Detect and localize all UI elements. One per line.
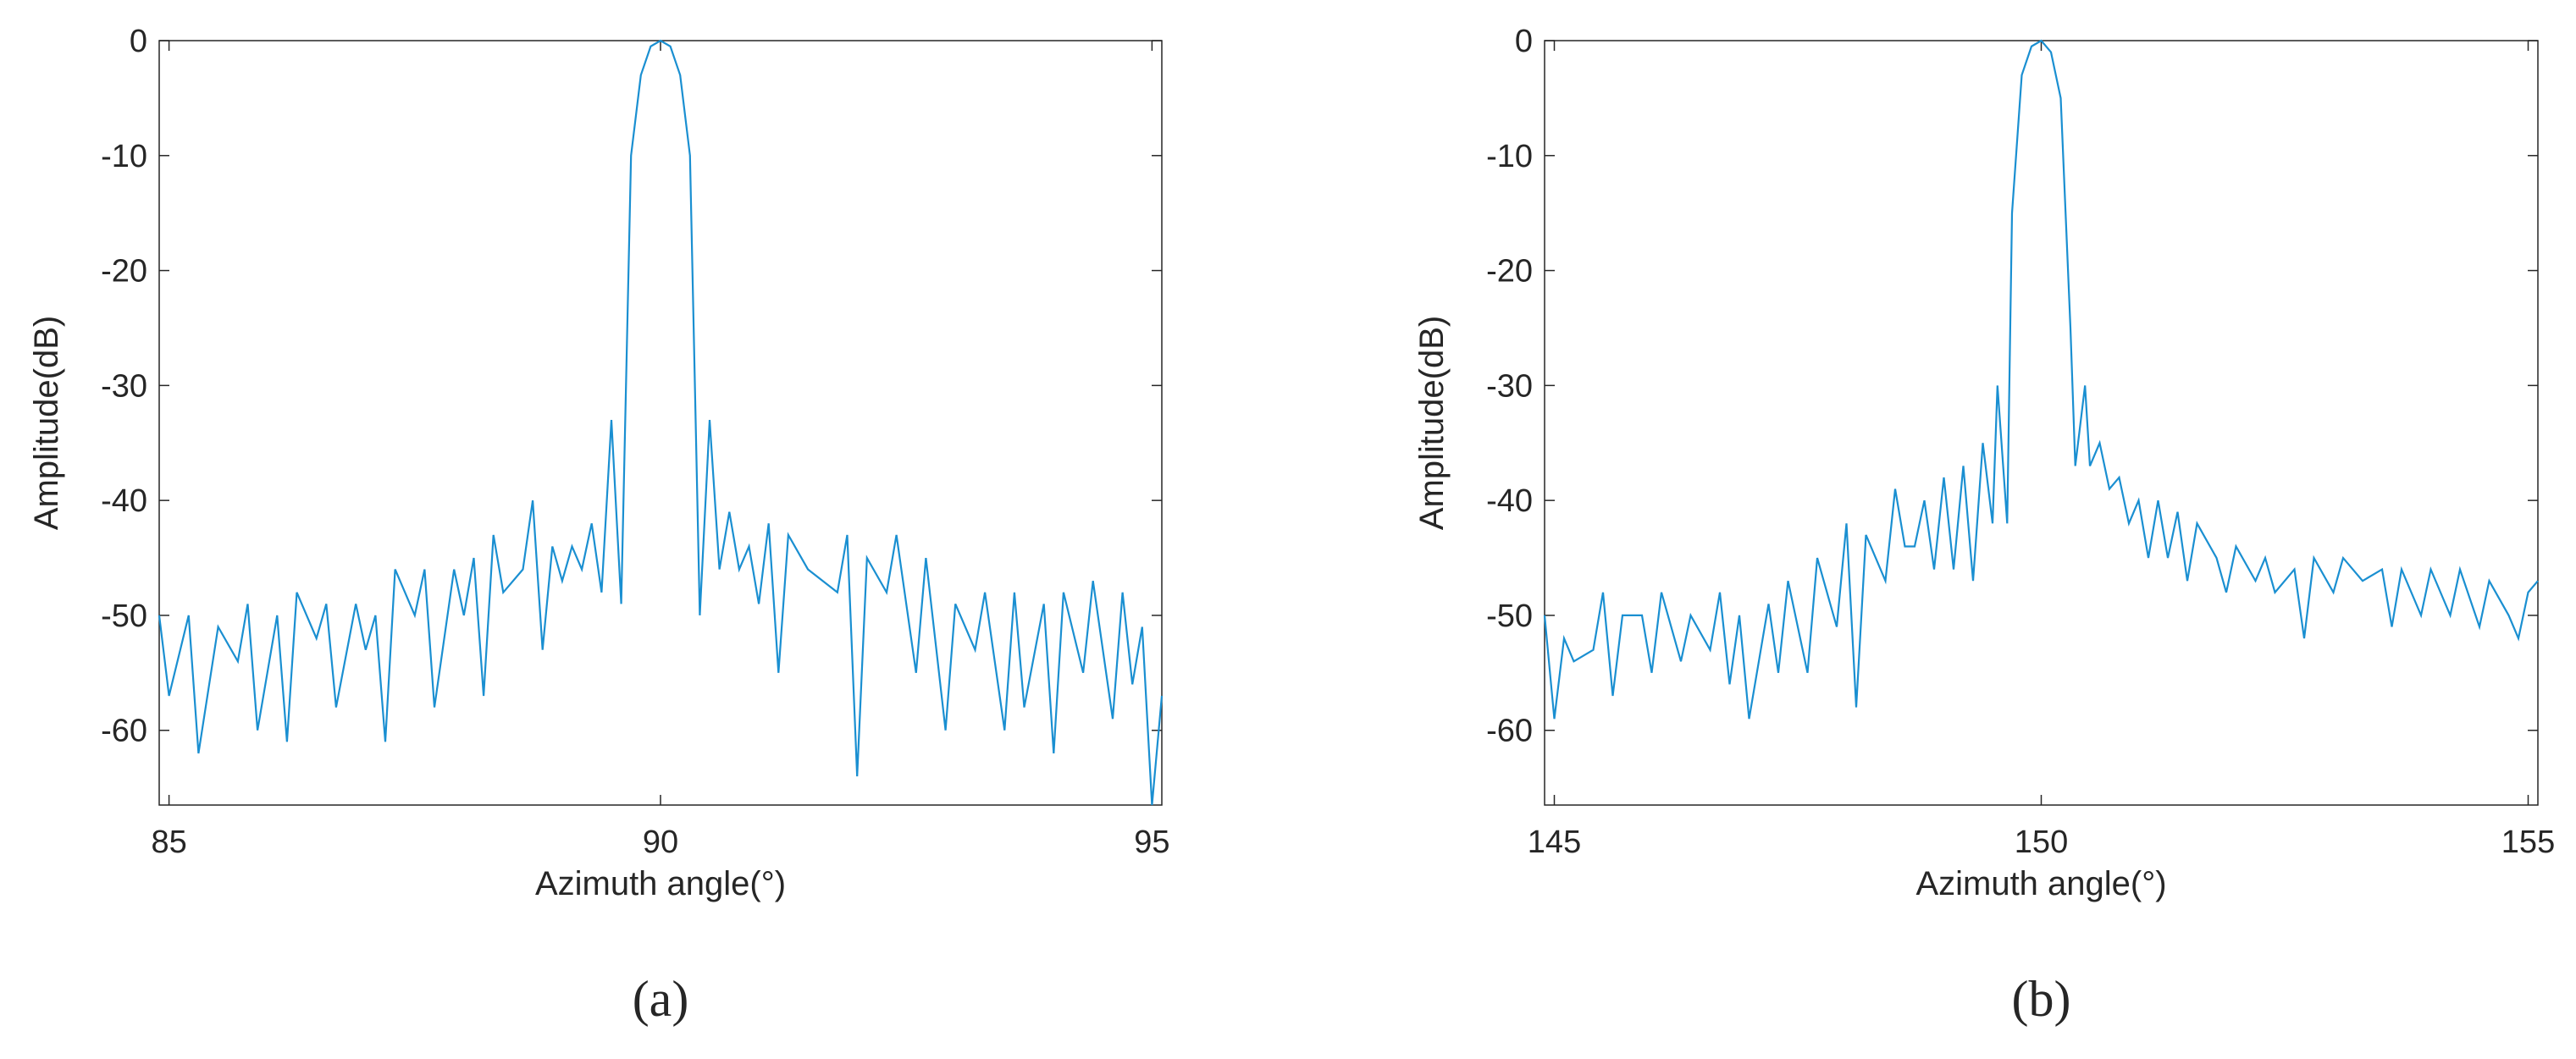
plot-area	[158, 40, 1163, 806]
plot-area	[1544, 40, 2539, 806]
x-tick-label: 95	[1134, 825, 1169, 860]
panel-label: (a)	[633, 971, 689, 1027]
y-tick-label: -10	[101, 139, 147, 174]
y-tick-label: -30	[101, 368, 147, 404]
y-tick-label: -40	[101, 483, 147, 519]
y-tick-label: -10	[1486, 139, 1533, 174]
y-tick-label: 0	[130, 24, 147, 59]
y-tick-label: -20	[1486, 254, 1533, 290]
x-tick-label: 90	[643, 825, 678, 860]
y-tick-label: -50	[1486, 598, 1533, 634]
y-axis-label: Amplitude(dB)	[28, 316, 65, 530]
y-tick-label: -20	[101, 254, 147, 290]
x-axis-label: Azimuth angle(°)	[535, 865, 786, 902]
y-axis-label: Amplitude(dB)	[1413, 316, 1451, 530]
y-tick-label: -40	[1486, 483, 1533, 519]
x-tick-label: 85	[151, 825, 186, 860]
x-tick-label: 155	[2501, 825, 2555, 860]
x-axis-label: Azimuth angle(°)	[1915, 865, 2166, 902]
panel-label: (b)	[2012, 971, 2071, 1027]
y-tick-label: -50	[101, 598, 147, 634]
x-tick-label: 145	[1528, 825, 1581, 860]
y-tick-label: -30	[1486, 368, 1533, 404]
data-line	[1543, 39, 2539, 720]
y-tick-label: 0	[1515, 24, 1533, 59]
x-tick-label: 150	[2015, 825, 2068, 860]
data-line	[158, 39, 1164, 806]
y-tick-label: -60	[101, 714, 147, 749]
y-tick-label: -60	[1486, 714, 1533, 749]
